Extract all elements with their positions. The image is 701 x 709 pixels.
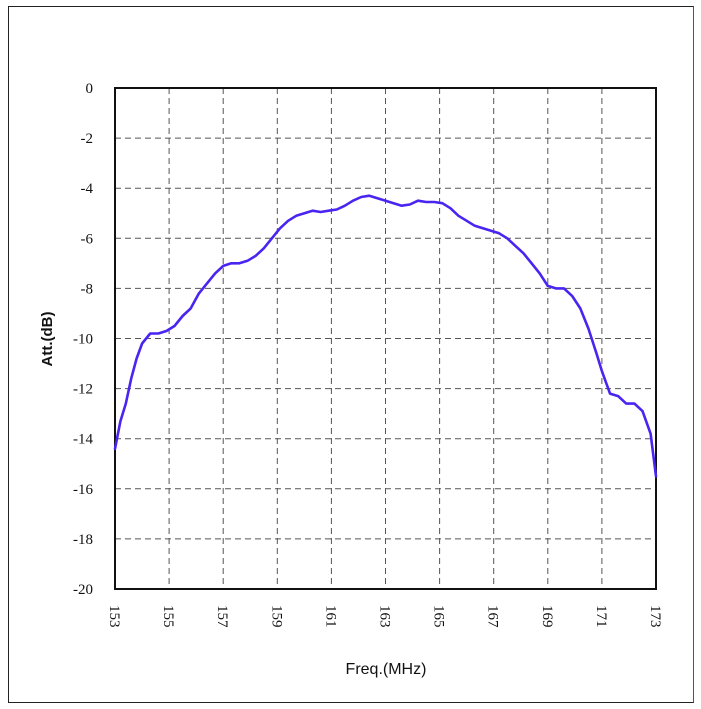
x-tick-label: 153 bbox=[106, 605, 122, 628]
grid-lines bbox=[115, 88, 656, 589]
chart-frame bbox=[8, 6, 694, 703]
x-tick-labels: 153 155 157 159 161 163 165 167 169 171 173 bbox=[106, 605, 663, 628]
y-tick-label: -8 bbox=[81, 281, 94, 297]
y-tick-label: 0 bbox=[86, 81, 94, 97]
x-tick-label: 163 bbox=[377, 605, 393, 628]
y-tick-label: -16 bbox=[73, 482, 93, 498]
y-tick-label: -14 bbox=[73, 432, 93, 448]
x-axis-label: Freq.(MHz) bbox=[346, 661, 427, 678]
y-tick-label: -10 bbox=[73, 332, 93, 348]
y-axis-label: Att.(dB) bbox=[39, 312, 56, 367]
x-tick-label: 169 bbox=[539, 605, 555, 628]
y-tick-label: -2 bbox=[81, 131, 94, 147]
x-tick-label: 173 bbox=[647, 605, 663, 628]
plot-area bbox=[114, 87, 657, 590]
y-tick-label: -6 bbox=[81, 231, 94, 247]
x-tick-label: 157 bbox=[214, 605, 230, 628]
x-tick-label: 167 bbox=[485, 605, 501, 628]
x-tick-label: 165 bbox=[431, 605, 447, 628]
x-tick-label: 171 bbox=[593, 605, 609, 628]
y-tick-labels: 0 -2 -4 -6 -8 -10 -12 -14 -16 -18 -20 bbox=[73, 81, 93, 598]
series-group bbox=[113, 194, 658, 478]
y-tick-label: -4 bbox=[81, 181, 94, 197]
x-tick-label: 155 bbox=[160, 605, 176, 628]
x-tick-label: 159 bbox=[268, 605, 284, 628]
y-tick-label: -12 bbox=[73, 382, 93, 398]
y-tick-label: -20 bbox=[73, 582, 93, 598]
series-line-0 bbox=[113, 194, 658, 478]
x-tick-label: 161 bbox=[322, 605, 338, 628]
y-tick-label: -18 bbox=[73, 532, 93, 548]
